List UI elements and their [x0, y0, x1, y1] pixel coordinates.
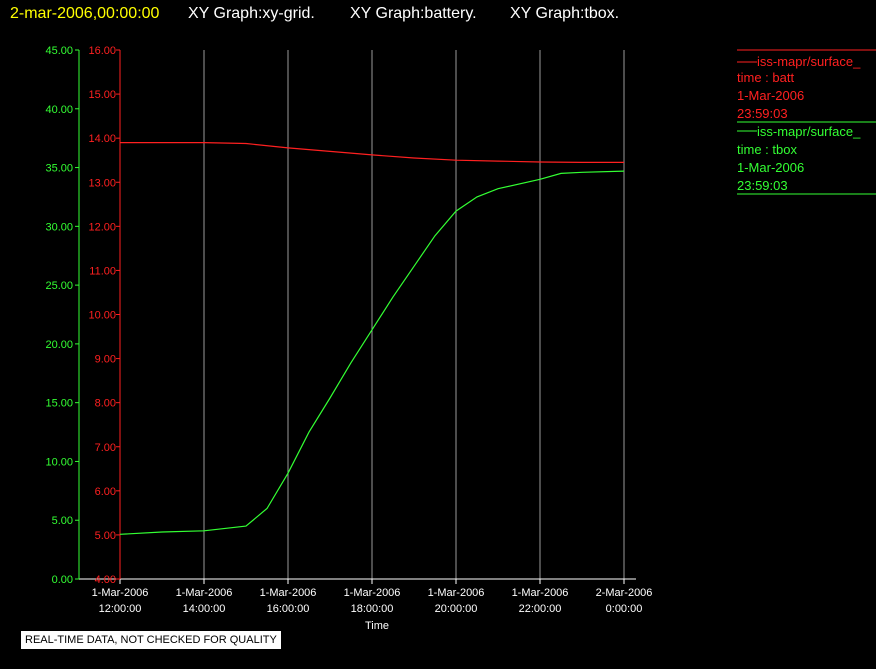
- header-graph-tbox: XY Graph:tbox.: [510, 5, 619, 22]
- grid-lines: [203, 50, 625, 579]
- y-tick-label-batt: 15.00: [88, 89, 116, 101]
- axes: 1-Mar-2006 12:00:00 1-Mar-2006 14:00:00 1-Ma…: [45, 45, 652, 615]
- x-tick-label: 1-Mar-2006: [176, 587, 233, 599]
- legend-time-tbox: 23:59:03: [737, 178, 788, 193]
- x-tick-label: 1-Mar-2006: [512, 587, 569, 599]
- legend-date-batt: 1-Mar-2006: [737, 88, 804, 103]
- x-tick-label: 2-Mar-2006: [596, 587, 653, 599]
- y-tick-label-batt: 11.00: [89, 265, 116, 277]
- x-axis-title: Time: [365, 620, 389, 632]
- y-tick-label-tbox: 5.00: [52, 515, 73, 527]
- y-tick-label-tbox: 25.00: [45, 280, 73, 292]
- header-graph-battery: XY Graph:battery.: [350, 5, 477, 22]
- series-line-tbox: [119, 170, 625, 535]
- y-tick-label-batt: 9.00: [95, 354, 116, 366]
- y-tick-label-tbox: 35.00: [45, 163, 73, 175]
- y-tick-label-batt: 7.00: [95, 442, 116, 454]
- x-tick-label: 18:00:00: [351, 603, 394, 615]
- x-tick-label: 14:00:00: [183, 603, 226, 615]
- y-tick-label-batt: 12.00: [88, 221, 116, 233]
- y-tick-label-tbox: 40.00: [45, 104, 73, 116]
- y-tick-label-batt: 4.00: [95, 574, 116, 586]
- x-tick-label: 1-Mar-2006: [260, 587, 317, 599]
- y-tick-label-tbox: 15.00: [45, 398, 73, 410]
- legend-field-batt: time : batt: [737, 70, 794, 85]
- legend-label-tbox: iss-mapr/surface_: [757, 124, 861, 139]
- y-tick-label-batt: 8.00: [95, 398, 116, 410]
- legend-field-tbox: time : tbox: [737, 142, 797, 157]
- y-tick-label-tbox: 0.00: [52, 574, 73, 586]
- y-tick-label-tbox: 10.00: [45, 456, 73, 468]
- x-tick-label: 1-Mar-2006: [344, 587, 401, 599]
- header-date: 2-mar-2006,00:00:00: [10, 5, 160, 22]
- legend-label-batt: iss-mapr/surface_: [757, 54, 861, 69]
- y-tick-label-batt: 16.00: [88, 45, 116, 57]
- x-tick-label: 20:00:00: [435, 603, 478, 615]
- series-lines: [119, 142, 625, 535]
- y-tick-label-batt: 14.00: [88, 133, 116, 145]
- quality-disclaimer: REAL-TIME DATA, NOT CHECKED FOR QUALITY: [21, 631, 281, 649]
- y-tick-label-batt: 13.00: [88, 177, 116, 189]
- y-tick-label-tbox: 30.00: [45, 221, 73, 233]
- x-tick-label: 12:00:00: [99, 603, 142, 615]
- x-tick-label: 1-Mar-2006: [428, 587, 485, 599]
- y-tick-label-tbox: 45.00: [45, 45, 73, 57]
- legend-date-tbox: 1-Mar-2006: [737, 160, 804, 175]
- x-tick-label: 22:00:00: [519, 603, 562, 615]
- x-tick-label: 16:00:00: [267, 603, 310, 615]
- series-line-batt: [120, 142, 624, 163]
- x-tick-label: 1-Mar-2006: [92, 587, 149, 599]
- legend: iss-mapr/surface_ time : batt 1-Mar-2006…: [737, 49, 876, 195]
- y-tick-label-batt: 5.00: [95, 530, 116, 542]
- y-tick-label-tbox: 20.00: [45, 339, 73, 351]
- header-graph-xy-grid: XY Graph:xy-grid.: [188, 5, 315, 22]
- legend-time-batt: 23:59:03: [737, 106, 788, 121]
- y-tick-label-batt: 10.00: [88, 310, 116, 322]
- x-tick-label: 0:00:00: [606, 603, 643, 615]
- y-tick-label-batt: 6.00: [95, 486, 116, 498]
